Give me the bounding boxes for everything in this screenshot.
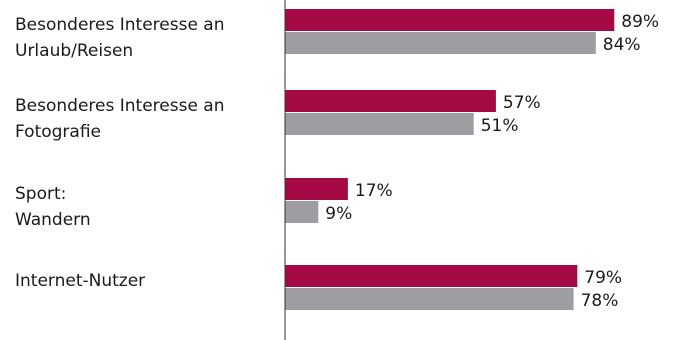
value-label: 9% <box>325 204 352 224</box>
category-label-line: Wandern <box>15 210 91 230</box>
bar <box>285 288 574 310</box>
bar <box>285 113 474 135</box>
category-label-line: Besonderes Interesse an <box>15 15 225 35</box>
category-label: Internet-Nutzer <box>15 271 145 291</box>
category-labels: Besonderes Interesse an Urlaub/ReisenBeso… <box>15 15 225 291</box>
value-label: 89% <box>621 12 659 32</box>
value-labels: 89% 84% 57% 51% 17%9% 79% 78% <box>325 12 659 311</box>
value-label: 51% <box>481 116 519 136</box>
bar <box>285 178 348 200</box>
category-label-line: Sport: <box>15 184 66 204</box>
bars <box>285 9 615 310</box>
value-label: 57% <box>503 93 541 113</box>
value-label: 84% <box>603 35 641 55</box>
category-label-line: Fotografie <box>15 122 101 142</box>
bar <box>285 201 319 223</box>
category-label-line: Internet-Nutzer <box>15 271 145 291</box>
value-label: 79% <box>584 268 622 288</box>
category-label-line: Besonderes Interesse an <box>15 96 225 116</box>
value-label: 17% <box>355 181 393 201</box>
bar <box>285 32 596 54</box>
bar <box>285 9 615 31</box>
category-label: Besonderes Interesse an Fotografie <box>15 96 225 142</box>
bar <box>285 90 496 112</box>
bar <box>285 265 578 287</box>
category-label-line: Urlaub/Reisen <box>15 41 133 61</box>
category-label: Sport: Wandern <box>15 184 91 230</box>
value-label: 78% <box>581 291 619 311</box>
category-label: Besonderes Interesse an Urlaub/Reisen <box>15 15 225 61</box>
